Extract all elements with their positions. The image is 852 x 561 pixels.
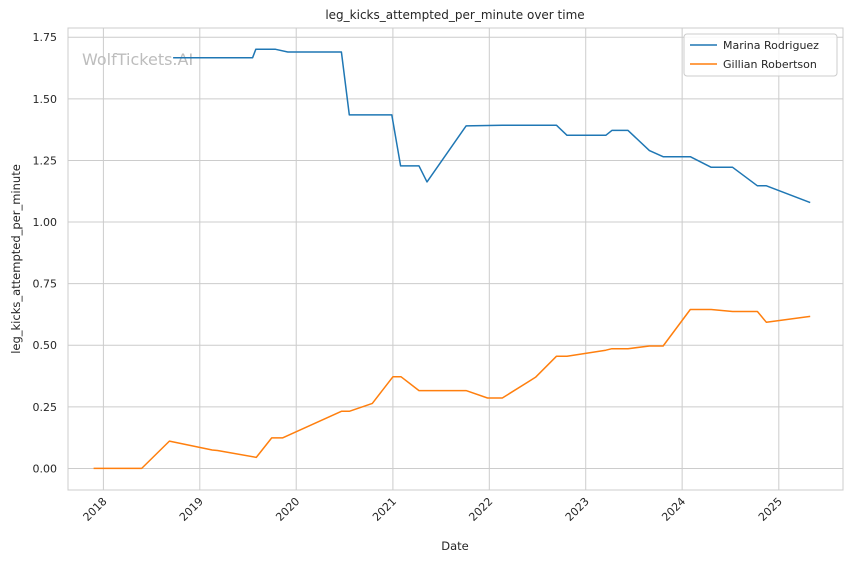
legend: Marina Rodriguez Gillian Robertson [683, 33, 838, 77]
y-tick-label: 1.75 [33, 31, 58, 44]
y-tick-label: 0.00 [33, 462, 58, 475]
series-group [93, 48, 811, 470]
y-tick-label: 1.50 [33, 93, 58, 106]
x-tick-label: 2023 [563, 495, 592, 524]
x-axis-label: Date [441, 539, 469, 553]
x-tick-label: 2021 [370, 495, 399, 524]
y-tick-label: 1.25 [33, 154, 58, 167]
x-axis-ticks: 2018 2019 2020 2021 2022 2023 2024 2025 [81, 495, 785, 524]
grid [68, 28, 843, 490]
chart-title: leg_kicks_attempted_per_minute over time [325, 8, 584, 22]
legend-label-gillian-robertson: Gillian Robertson [723, 58, 817, 71]
plot-frame [67, 27, 844, 491]
y-tick-label: 0.50 [33, 339, 58, 352]
x-tick-label: 2019 [177, 495, 206, 524]
y-tick-label: 0.75 [33, 278, 58, 291]
x-tick-label: 2024 [659, 495, 688, 524]
y-tick-label: 0.25 [33, 401, 58, 414]
x-tick-label: 2018 [81, 495, 110, 524]
legend-box [683, 33, 838, 77]
watermark: WolfTickets.AI [82, 50, 193, 69]
y-axis-ticks: 0.00 0.25 0.50 0.75 1.00 1.25 1.50 1.75 [33, 31, 58, 475]
x-tick-label: 2025 [756, 495, 785, 524]
x-tick-label: 2020 [273, 495, 302, 524]
series-line-marina-rodriguez [173, 48, 811, 204]
legend-label-marina-rodriguez: Marina Rodriguez [723, 39, 819, 52]
y-axis-label: leg_kicks_attempted_per_minute [9, 164, 23, 354]
series-line-gillian-robertson [93, 308, 811, 470]
x-tick-label: 2022 [466, 495, 495, 524]
y-tick-label: 1.00 [33, 216, 58, 229]
